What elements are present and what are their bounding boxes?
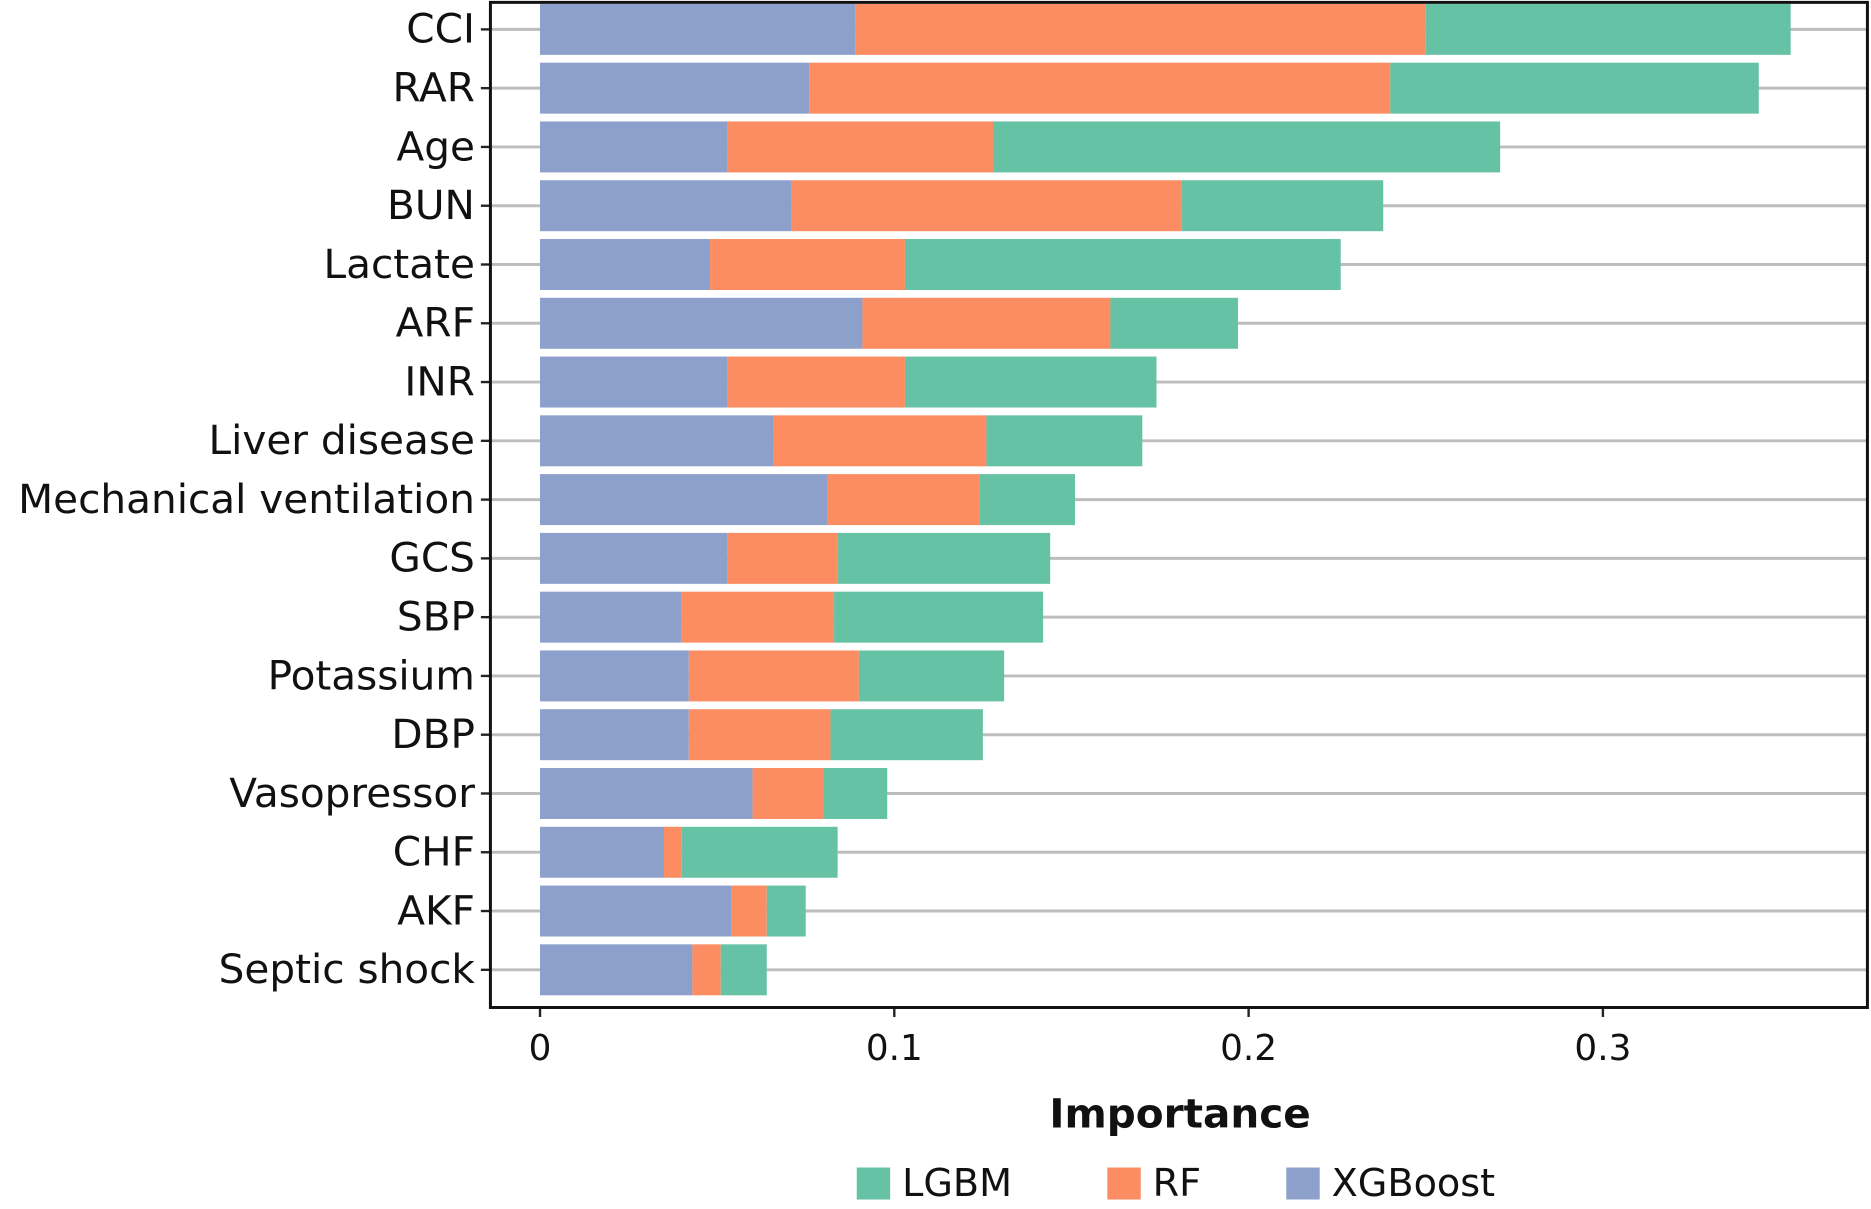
bar-segment [540,297,863,349]
bar-segment [540,709,689,761]
bar-segment [540,885,732,937]
bar-segment [664,826,682,878]
x-axis-label: Importance [1049,1090,1310,1138]
bar-segment [826,474,980,526]
y-tick-label: Potassium [268,651,475,699]
bar-segment [979,474,1076,526]
bar-segment [540,62,810,114]
y-tick-label: Liver disease [208,416,474,464]
plot-frame [488,0,1869,1009]
y-tick-label: Mechanical ventilation [18,475,475,523]
bar-segment [766,885,806,937]
bar-segment [681,826,838,878]
y-tick-label: CHF [393,828,475,876]
y-tick-label: Lactate [324,240,475,288]
bar-segment [809,62,1391,114]
y-tick-label: AKF [397,886,475,934]
bar-segment [540,826,665,878]
bar-segment [540,239,711,290]
legend-label: LGBM [902,1161,1012,1205]
bar-segment [710,239,905,290]
bar-segment [692,944,721,996]
bar-segment [993,121,1501,173]
legend-swatch [856,1167,891,1200]
y-tick-label: RAR [392,64,474,112]
bar-segment [540,356,728,408]
bar-segment [540,768,753,819]
legend-swatch [1286,1167,1320,1200]
bar-segment [540,944,693,996]
bar-segment [773,415,987,467]
bar-segment [986,415,1143,467]
bar-segment [1425,3,1791,55]
bar-segment [791,180,1182,232]
bar-segment [688,709,831,761]
y-tick-label: ARF [396,299,475,347]
y-tick-label: Septic shock [219,945,476,993]
legend-swatch [1107,1167,1141,1200]
y-tick-label: CCI [406,5,475,53]
bar-segment [540,121,728,173]
bar-segment [720,944,767,996]
y-tick-label: Age [396,122,474,170]
bar-segment [904,239,1341,290]
bar-segment [540,180,792,232]
y-tick-label: SBP [397,593,475,641]
bar-segment [540,415,774,467]
bar-segment [862,297,1111,349]
bar-segment [540,3,856,55]
y-tick-label: DBP [391,710,475,758]
legend-label: RF [1153,1161,1201,1205]
bar-segment [688,650,859,702]
x-tick-label: 0.1 [866,1028,923,1069]
bar-segment [752,768,824,819]
x-tick-label: 0.3 [1574,1028,1631,1069]
y-tick-label: GCS [389,534,475,582]
bar-segment [823,768,888,819]
y-tick-label: Vasopressor [229,769,475,817]
bar-segment [540,474,827,526]
bar-segment [1181,180,1384,232]
bar-segment [904,356,1157,408]
legend-label: XGBoost [1332,1161,1495,1205]
bar-segment [830,709,983,761]
bar-segment [1390,62,1759,114]
bar-segment [540,650,689,702]
bar-segment [858,650,1005,702]
bar-segment [731,885,767,937]
bar-segment [681,591,835,643]
x-tick-label: 0 [529,1028,552,1069]
y-tick-label: BUN [387,181,475,229]
bar-segment [540,532,728,584]
bar-segment [834,591,1044,643]
y-tick-label: INR [404,358,474,406]
bar-segment [855,3,1426,55]
bar-segment [727,356,905,408]
bar-segment [837,532,1051,584]
bar-segment [1110,297,1238,349]
x-tick-label: 0.2 [1220,1028,1277,1069]
bar-segment [727,532,838,584]
bar-segment [540,591,682,643]
bar-segment [727,121,994,173]
